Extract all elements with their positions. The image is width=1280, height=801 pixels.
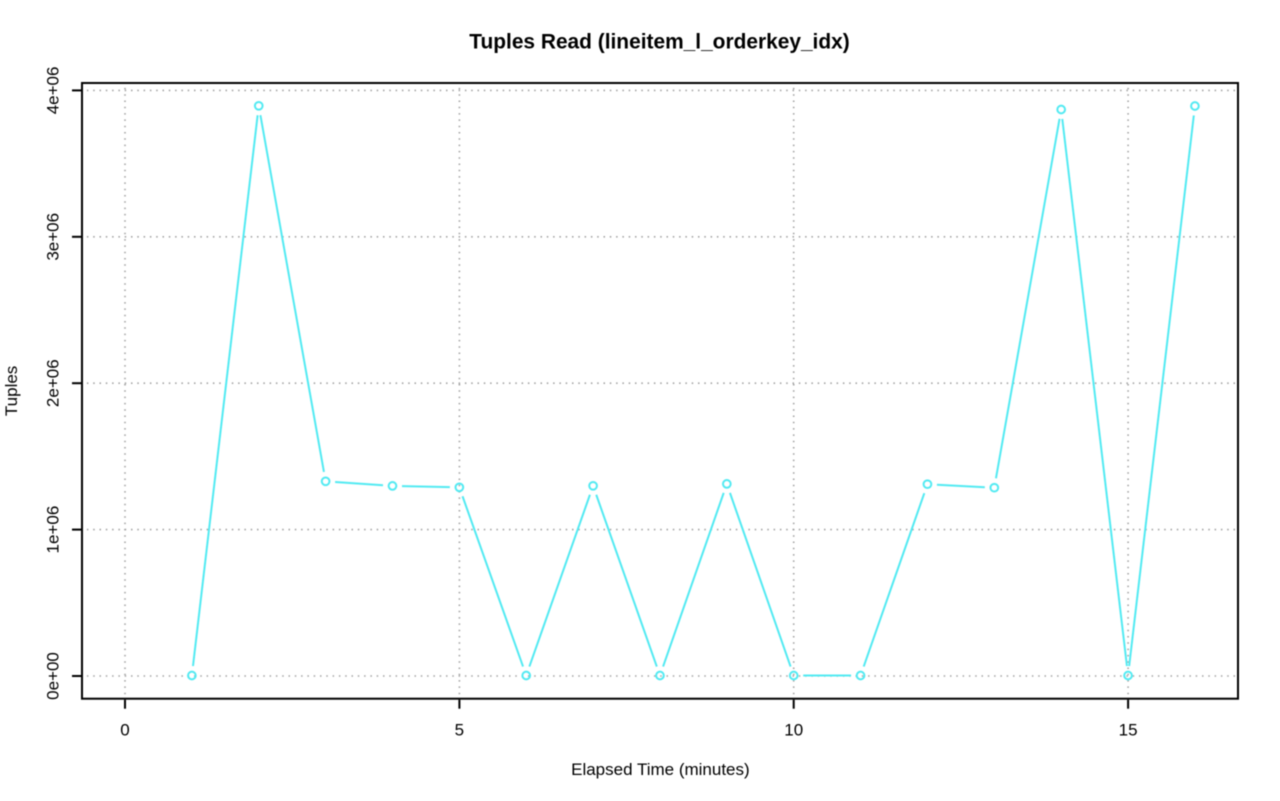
svg-text:10: 10 — [784, 720, 803, 739]
svg-text:Tuples Read (lineitem_l_orderk: Tuples Read (lineitem_l_orderkey_idx) — [469, 31, 849, 54]
svg-text:1e+06: 1e+06 — [44, 506, 63, 554]
svg-text:2e+06: 2e+06 — [44, 359, 63, 407]
svg-text:15: 15 — [1119, 720, 1138, 739]
svg-text:0e+00: 0e+00 — [44, 652, 63, 700]
svg-text:5: 5 — [455, 720, 464, 739]
svg-text:4e+06: 4e+06 — [44, 67, 63, 115]
svg-text:Elapsed Time (minutes): Elapsed Time (minutes) — [571, 760, 750, 779]
svg-text:Tuples: Tuples — [2, 366, 21, 416]
svg-text:0: 0 — [120, 720, 129, 739]
svg-text:3e+06: 3e+06 — [44, 213, 63, 261]
